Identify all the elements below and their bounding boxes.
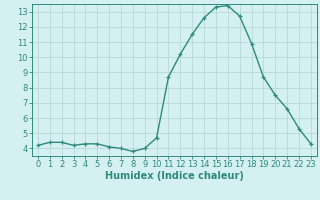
X-axis label: Humidex (Indice chaleur): Humidex (Indice chaleur): [105, 171, 244, 181]
